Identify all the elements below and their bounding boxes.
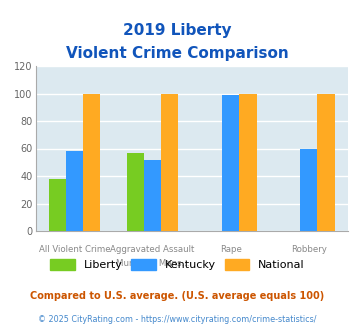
Bar (49, 179, 66, 231)
Text: Aggravated Assault: Aggravated Assault (110, 245, 195, 254)
Bar (127, 152, 144, 231)
Text: Robbery: Robbery (291, 245, 327, 254)
Bar (300, 148, 317, 231)
Text: Compared to U.S. average. (U.S. average equals 100): Compared to U.S. average. (U.S. average … (31, 291, 324, 301)
Text: 2019 Liberty: 2019 Liberty (123, 23, 232, 38)
Text: Murder & Mans...: Murder & Mans... (116, 259, 190, 268)
Legend: Liberty, Kentucky, National: Liberty, Kentucky, National (46, 255, 309, 275)
Bar (66, 151, 83, 231)
Bar (239, 93, 257, 231)
Text: © 2025 CityRating.com - https://www.cityrating.com/crime-statistics/: © 2025 CityRating.com - https://www.city… (38, 315, 317, 324)
Text: All Violent Crime: All Violent Crime (39, 245, 110, 254)
Bar (222, 95, 239, 231)
Bar (317, 93, 335, 231)
Text: Rape: Rape (220, 245, 242, 254)
Bar (83, 93, 100, 231)
Bar (161, 93, 179, 231)
Text: Violent Crime Comparison: Violent Crime Comparison (66, 46, 289, 61)
Bar (144, 159, 161, 231)
